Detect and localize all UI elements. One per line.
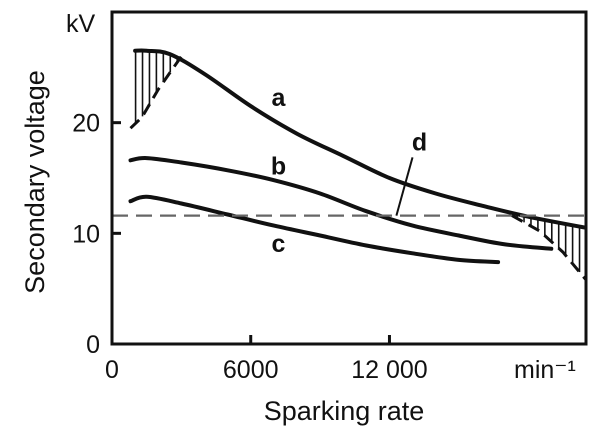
series-label-a: a [272, 84, 287, 112]
x-axis-title: Sparking rate [264, 396, 425, 426]
y-unit-label: kV [66, 10, 96, 38]
x-tick-label: 12 000 [351, 356, 427, 384]
series-line-c [128, 194, 501, 265]
y-tick-label: 10 [72, 220, 100, 248]
series-label-b: b [271, 153, 286, 181]
series-label-d: d [412, 128, 427, 156]
series-line-a [133, 48, 586, 230]
series-line-b [128, 156, 554, 251]
series-label-c: c [272, 230, 286, 258]
y-axis-title: Secondary voltage [20, 70, 50, 294]
y-tick-label: 20 [72, 110, 100, 138]
dashed-limit-line [511, 214, 586, 281]
dashed-limit-line [129, 55, 183, 130]
plot-frame [110, 10, 588, 346]
leader-line-d [395, 157, 414, 216]
x-unit-label: min⁻¹ [514, 356, 576, 384]
x-tick-label: 0 [105, 356, 119, 384]
y-tick-label: 0 [86, 331, 100, 359]
x-tick-label: 6000 [223, 356, 279, 384]
